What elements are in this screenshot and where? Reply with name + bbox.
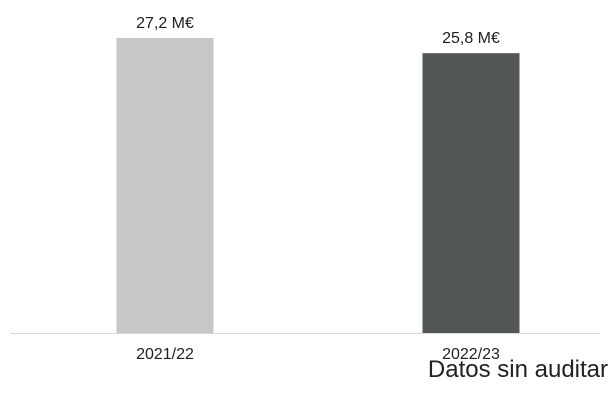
footnote-unaudited: Datos sin auditar	[427, 356, 608, 383]
bar-2021-22	[116, 38, 214, 333]
value-label-2022-23: 25,8 M€	[442, 30, 500, 47]
bar-2022-23	[422, 53, 520, 333]
bars-layer	[116, 38, 520, 333]
x-tick-label-2021-22: 2021/22	[136, 346, 194, 363]
labels-layer: 27,2 M€ 2021/22 25,8 M€ 2022/23	[136, 15, 500, 363]
value-label-2021-22: 27,2 M€	[136, 15, 194, 32]
x-tick-label-2022-23: 2022/23	[442, 346, 500, 363]
